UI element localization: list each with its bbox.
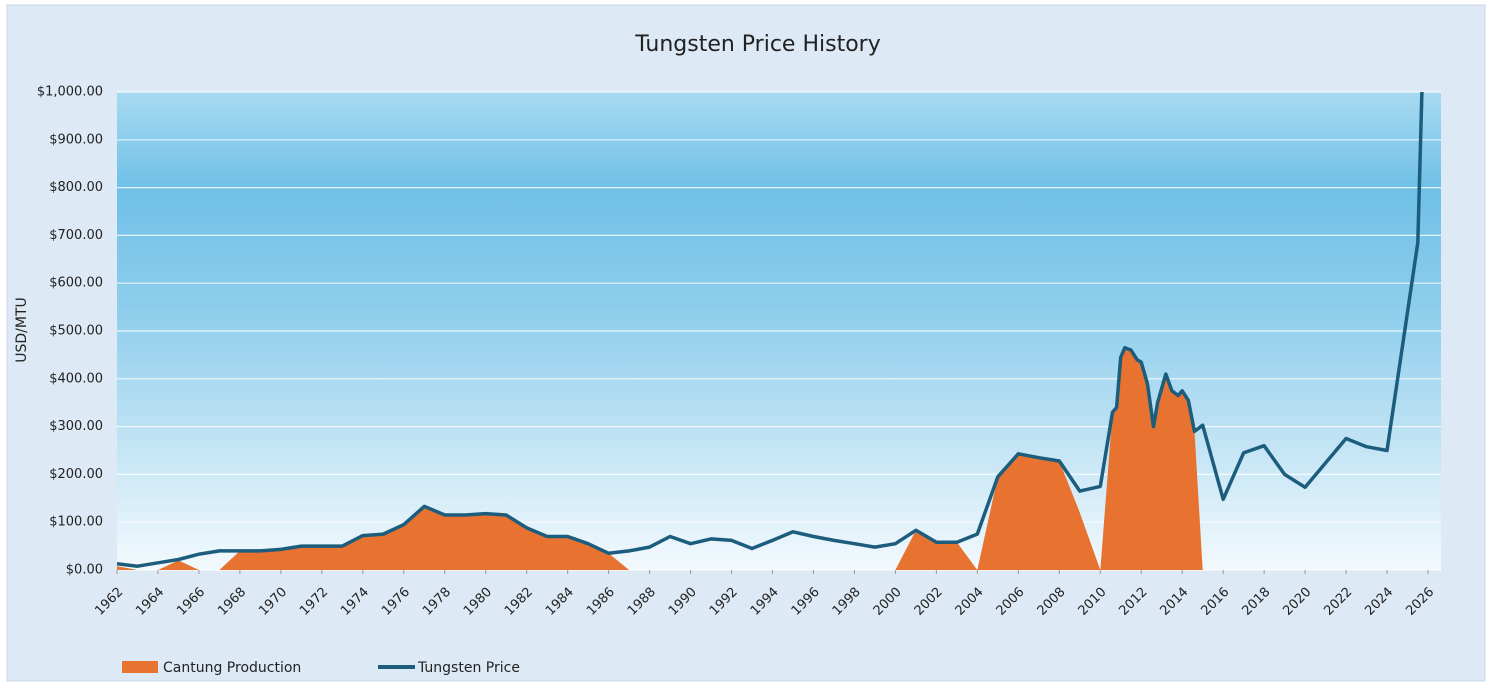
y-tick-label: $100.00 (49, 515, 103, 530)
y-tick-label: $800.00 (49, 180, 103, 195)
y-tick-label: $1,000.00 (37, 85, 103, 100)
y-tick-label: $0.00 (66, 563, 103, 578)
legend-swatch (122, 661, 158, 673)
y-tick-label: $600.00 (49, 276, 103, 291)
y-tick-label: $300.00 (49, 419, 103, 434)
price-line (116, 91, 1424, 568)
legend-label: Tungsten Price (417, 660, 520, 676)
y-tick-label: $500.00 (49, 324, 103, 339)
y-tick-label: $200.00 (49, 467, 103, 482)
y-axis-label: USD/MTU (14, 297, 30, 363)
y-tick-label: $400.00 (49, 371, 103, 386)
y-tick-label: $700.00 (49, 228, 103, 243)
y-tick-label: $900.00 (49, 132, 103, 147)
legend-label: Cantung Production (163, 660, 301, 676)
chart-title: Tungsten Price History (634, 32, 880, 57)
